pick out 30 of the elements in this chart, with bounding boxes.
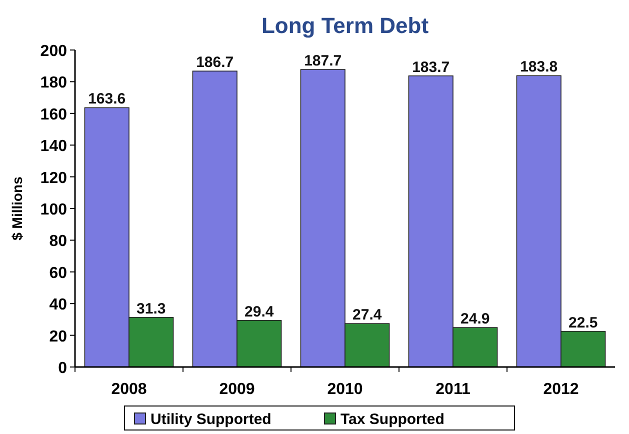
data-label: 24.9 <box>460 310 490 328</box>
y-tick-label: 60 <box>49 264 68 282</box>
data-label: 187.7 <box>304 52 342 70</box>
y-tick-label: 80 <box>49 233 68 250</box>
x-tick-label: 2012 <box>543 381 579 398</box>
chart-title: Long Term Debt <box>261 13 430 38</box>
y-axis-title: $ Millions <box>9 176 25 240</box>
x-tick-label: 2009 <box>219 381 255 398</box>
x-tick-label: 2008 <box>111 381 147 398</box>
legend-label: Utility Supported <box>150 411 272 428</box>
data-label: 183.8 <box>520 58 558 76</box>
data-label: 29.4 <box>244 303 274 320</box>
data-label: 183.7 <box>412 58 450 76</box>
x-tick-label: 2011 <box>436 381 470 398</box>
y-tick-label: 120 <box>40 170 68 187</box>
data-label: 163.6 <box>88 90 126 108</box>
data-label: 186.7 <box>196 54 234 72</box>
y-tick-label: 180 <box>40 74 68 92</box>
y-tick-label: 100 <box>40 202 68 218</box>
data-label: 22.5 <box>568 314 598 332</box>
y-tick-label: 140 <box>40 138 68 156</box>
y-tick-label: 20 <box>49 328 68 346</box>
data-label: 27.4 <box>352 306 382 324</box>
y-tick-label: 40 <box>49 296 68 314</box>
y-tick-label: 0 <box>58 360 68 377</box>
legend-label: Tax Supported <box>340 411 444 428</box>
data-label: 31.3 <box>136 300 166 318</box>
y-tick-label: 160 <box>40 106 68 124</box>
x-tick-label: 2010 <box>327 381 363 398</box>
y-tick-label: 200 <box>40 43 68 60</box>
